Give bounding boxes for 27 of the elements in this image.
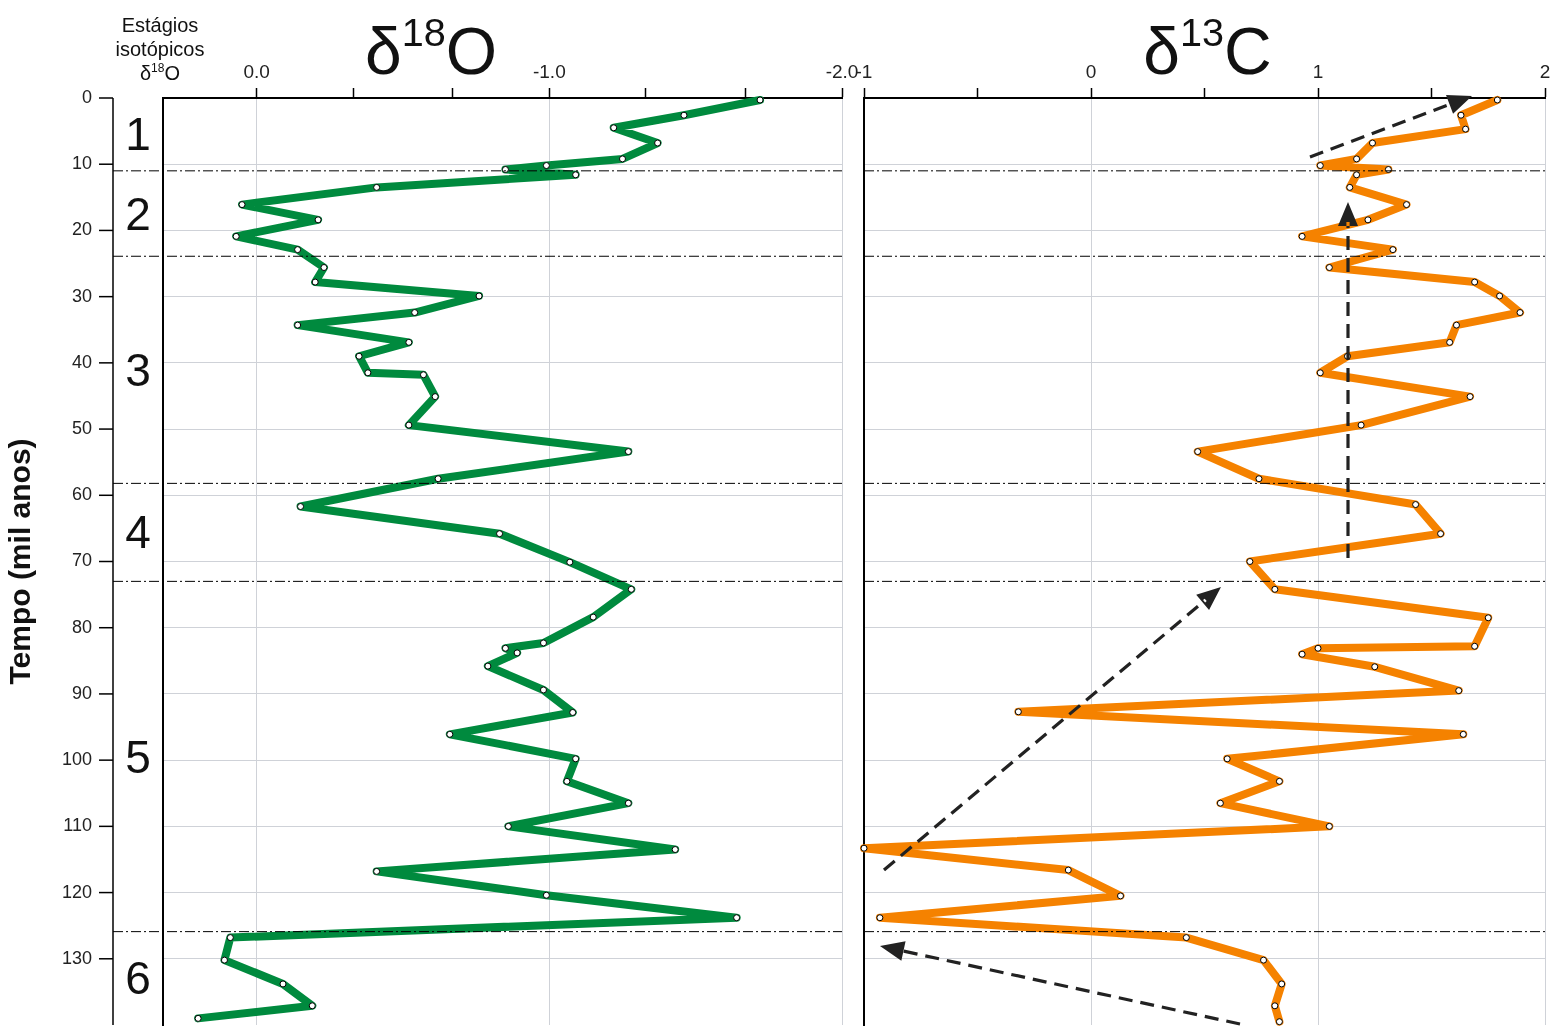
y-tick-label: 40: [71, 351, 92, 372]
y-tick-label: 70: [71, 550, 92, 571]
y-tick-label: 10: [71, 153, 92, 174]
y-tick-label: 0: [81, 86, 92, 107]
y-axis-title: Tempo (mil anos): [3, 438, 37, 685]
y-tick-label: 80: [71, 616, 92, 637]
x-tick-label: 1: [1312, 60, 1324, 82]
y-tick-label: 130: [61, 947, 92, 968]
y-tick-label: 20: [71, 219, 92, 240]
text: 3: [125, 343, 151, 396]
text: 5: [125, 730, 151, 783]
y-tick-label: 100: [61, 749, 92, 770]
x-tick-label: 0.0: [243, 60, 270, 82]
text: 2: [125, 187, 151, 240]
x-tick-label: 0: [1085, 60, 1097, 82]
y-tick-label: 50: [71, 418, 92, 439]
text: 6: [125, 952, 151, 1005]
y-tick-label: 30: [71, 285, 92, 306]
text: 4: [125, 506, 151, 559]
y-tick-label: 90: [71, 682, 92, 703]
y-tick-label: 60: [71, 484, 92, 505]
x-tick-label: -2.0: [825, 60, 859, 82]
y-tick-label: 120: [61, 881, 92, 902]
text: 1: [125, 108, 151, 161]
x-tick-label: 2: [1539, 60, 1551, 82]
x-tick-label: -1.0: [532, 60, 566, 82]
y-tick-label: 110: [63, 815, 92, 836]
